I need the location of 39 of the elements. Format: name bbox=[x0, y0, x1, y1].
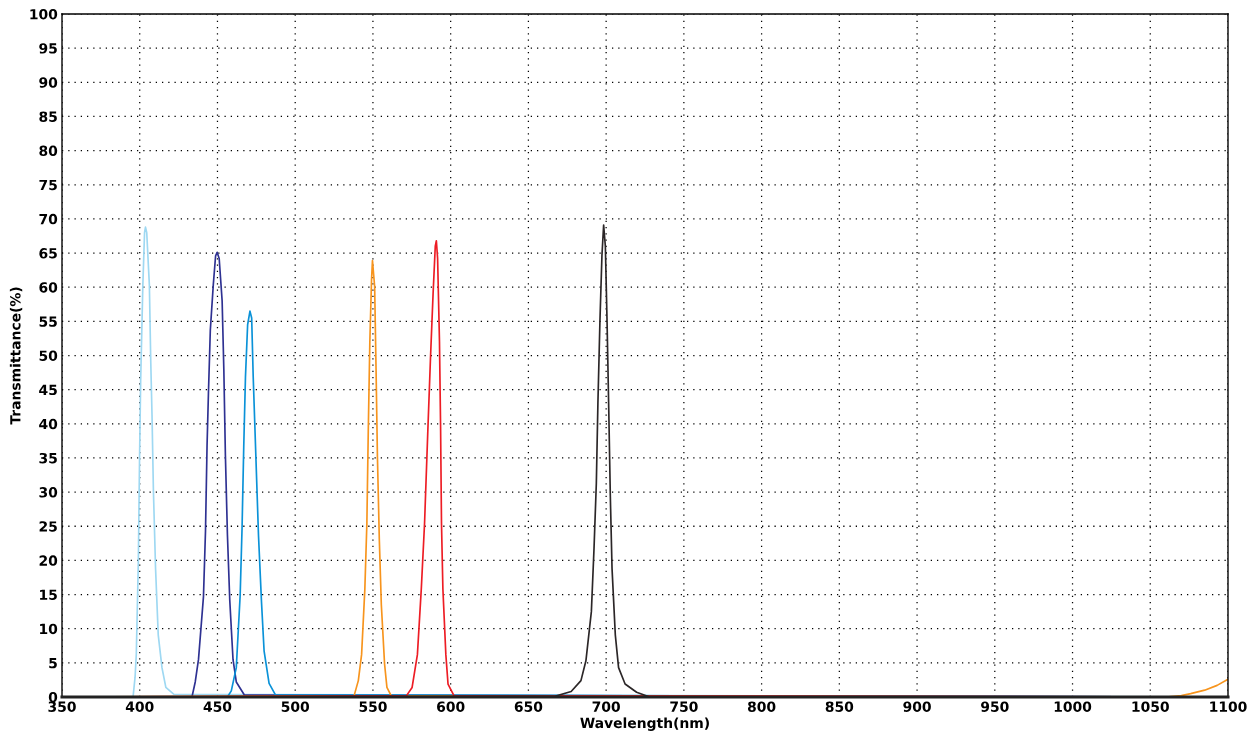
y-tick-label: 70 bbox=[39, 213, 58, 225]
y-tick-label: 15 bbox=[40, 589, 57, 601]
x-tick-label: 350 bbox=[48, 701, 76, 712]
y-tick-label: 45 bbox=[39, 384, 57, 396]
y-tick-label: 5 bbox=[49, 658, 57, 669]
x-tick-label: 400 bbox=[125, 701, 154, 712]
y-tick-label: 60 bbox=[39, 282, 58, 293]
x-tick-label: 700 bbox=[592, 701, 620, 712]
y-tick-label: 0 bbox=[48, 691, 58, 703]
y-tick-label: 55 bbox=[39, 316, 57, 327]
x-tick-label: 550 bbox=[359, 701, 387, 712]
x-tick-label: 600 bbox=[437, 701, 465, 712]
y-tick-label: 20 bbox=[39, 555, 58, 566]
x-tick-label: 850 bbox=[825, 701, 854, 712]
x-tick-label: 1000 bbox=[1054, 701, 1092, 712]
y-tick-label: 75 bbox=[39, 179, 57, 191]
y-tick-label: 30 bbox=[39, 487, 58, 498]
y-tick-label: 95 bbox=[39, 43, 57, 54]
x-tick-label: 450 bbox=[203, 701, 232, 712]
y-tick-label: 35 bbox=[39, 452, 57, 464]
y-tick-label: 10 bbox=[40, 623, 58, 635]
y-tick-label: 90 bbox=[39, 77, 58, 88]
y-tick-label: 85 bbox=[39, 111, 57, 122]
y-tick-label: 50 bbox=[39, 350, 58, 361]
y-tick-label: 65 bbox=[39, 248, 57, 259]
y-axis-title: Transmittance(%) bbox=[9, 287, 23, 425]
y-tick-label: 100 bbox=[30, 8, 58, 20]
x-tick-label: 900 bbox=[903, 701, 931, 712]
y-tick-label: 40 bbox=[39, 418, 58, 430]
y-tick-label: 25 bbox=[39, 521, 57, 532]
y-tick-label: 80 bbox=[39, 145, 58, 157]
x-tick-label: 950 bbox=[981, 701, 1009, 712]
x-axis-title: Wavelength(nm) bbox=[580, 717, 709, 731]
x-tick-label: 750 bbox=[670, 701, 698, 712]
x-tick-label: 800 bbox=[747, 701, 776, 712]
x-tick-label: 500 bbox=[281, 701, 310, 712]
x-tick-label: 1050 bbox=[1132, 701, 1169, 712]
x-tick-label: 1100 bbox=[1210, 701, 1247, 712]
x-tick-label: 650 bbox=[514, 701, 543, 712]
